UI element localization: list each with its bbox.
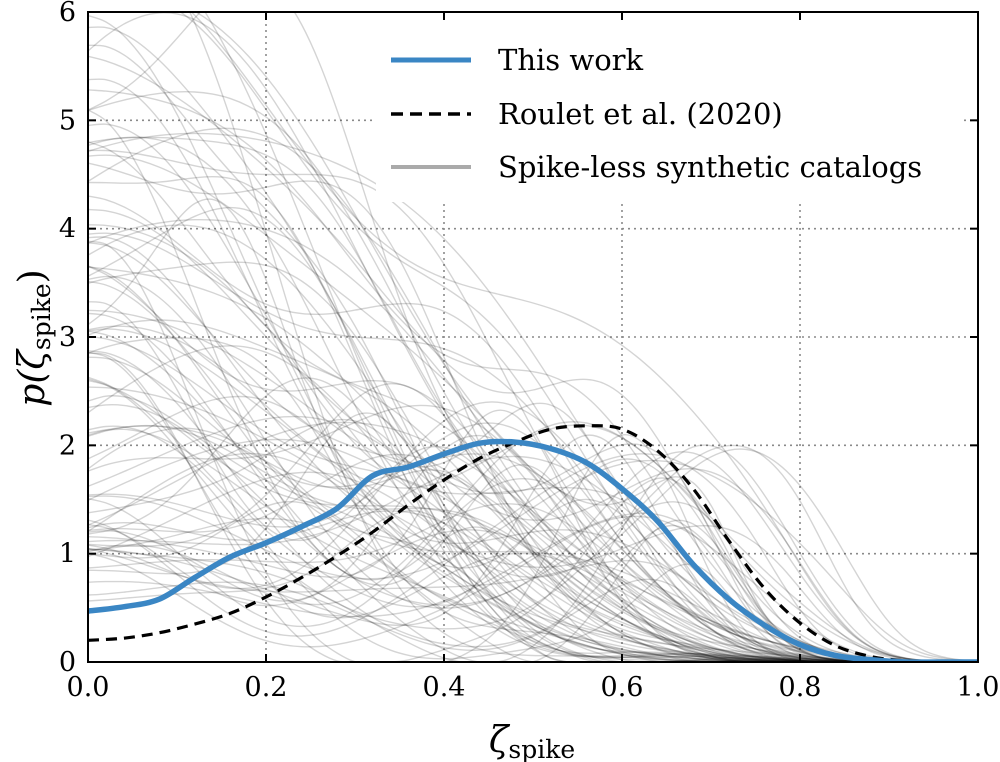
synthetic-catalog-curve xyxy=(88,26,978,662)
x-tick-label: 0.6 xyxy=(601,672,644,703)
synthetic-catalog-curve xyxy=(179,12,978,662)
synthetic-catalog-curve xyxy=(88,428,978,662)
x-tick-label: 0.0 xyxy=(67,672,110,703)
legend-label-synthetic: Spike-less synthetic catalogs xyxy=(498,150,922,184)
synthetic-catalog-curve xyxy=(88,301,978,662)
y-tick-label: 3 xyxy=(59,322,76,353)
synthetic-catalog-curve xyxy=(88,78,978,662)
y-tick-label: 4 xyxy=(59,214,76,245)
series-lines xyxy=(88,424,978,662)
synthetic-catalog-curve xyxy=(88,471,978,662)
synthetic-catalog-curve xyxy=(88,224,978,662)
legend-background xyxy=(376,20,960,202)
synthetic-catalog-curve xyxy=(88,261,978,662)
synthetic-catalog-curve xyxy=(88,376,978,662)
x-tick-label: 1.0 xyxy=(957,672,1000,703)
synthetic-catalog-curve xyxy=(88,510,978,662)
y-tick-label: 5 xyxy=(59,105,76,136)
legend-label-this-work: This work xyxy=(498,43,644,77)
this-work-line xyxy=(88,438,978,662)
synthetic-catalog-curve xyxy=(88,510,978,662)
synthetic-catalog-curve xyxy=(88,149,978,662)
synthetic-catalog-curve xyxy=(88,425,978,662)
synthetic-catalog-curve xyxy=(88,453,978,662)
synthetic-catalog-curve xyxy=(88,350,978,662)
synthetic-catalog-curve xyxy=(88,312,978,662)
synthetic-catalog-curve xyxy=(88,403,978,662)
synthetic-catalog-curve xyxy=(88,265,978,662)
synthetic-catalog-curve xyxy=(88,386,978,662)
x-tick-label: 0.2 xyxy=(245,672,288,703)
synthetic-catalog-curve xyxy=(88,14,978,662)
synthetic-catalog-curve xyxy=(88,459,978,662)
synthetic-catalog-curve xyxy=(194,12,978,662)
y-axis-label: p(ζspike) xyxy=(12,269,56,406)
legend-label-roulet: Roulet et al. (2020) xyxy=(498,97,783,131)
synthetic-catalog-curve xyxy=(88,218,978,662)
legend: This work Roulet et al. (2020) Spike-les… xyxy=(376,20,960,202)
x-tick-label: 0.8 xyxy=(779,672,822,703)
synthetic-catalog-curve xyxy=(88,351,978,662)
synthetic-catalog-curve xyxy=(88,55,978,662)
y-tick-label: 6 xyxy=(59,0,76,28)
synthetic-catalog-curve xyxy=(88,434,978,662)
synthetic-catalog-curve xyxy=(88,325,978,662)
synthetic-catalog-curve xyxy=(88,453,978,662)
synthetic-catalog-curve xyxy=(190,12,978,662)
synthetic-catalog-curve xyxy=(88,427,978,662)
y-tick-label: 2 xyxy=(59,430,76,461)
synthetic-catalog-curve xyxy=(204,12,978,662)
synthetic-catalog-curve xyxy=(88,515,978,662)
synthetic-catalog-curve xyxy=(88,378,978,662)
synthetic-catalog-curve xyxy=(188,12,978,662)
synthetic-catalog-curve xyxy=(88,266,978,662)
axis-ticks: 0.0 0.2 0.4 0.6 0.8 1.0 0 1 2 3 4 5 6 xyxy=(59,0,1000,703)
synthetic-catalog-curve xyxy=(88,319,978,662)
y-tick-label: 1 xyxy=(59,539,76,570)
roulet-2020-line xyxy=(88,424,978,662)
x-tick-label: 0.4 xyxy=(423,672,466,703)
synthetic-catalog-curve xyxy=(88,335,978,662)
y-tick-label: 0 xyxy=(59,647,76,678)
synthetic-catalog-curve xyxy=(88,548,978,662)
synthetic-catalog-curve xyxy=(88,424,978,662)
synthetic-catalog-curve xyxy=(88,477,978,662)
synthetic-catalog-curve xyxy=(88,280,978,662)
x-axis-label: ζspike xyxy=(489,720,575,762)
synthetic-catalog-curve xyxy=(88,337,978,662)
synthetic-catalog-curve xyxy=(88,90,978,662)
synthetic-catalog-curve xyxy=(88,517,978,662)
synthetic-catalog-curve xyxy=(88,500,978,662)
synthetic-catalog-curve xyxy=(88,198,978,662)
synthetic-catalog-curve xyxy=(88,422,978,662)
synthetic-catalog-curve xyxy=(88,208,978,662)
synthetic-catalog-curve xyxy=(88,452,978,662)
synthetic-catalog-curve xyxy=(88,444,978,662)
synthetic-catalog-curve xyxy=(88,123,978,662)
synthetic-catalog-curve xyxy=(88,421,978,662)
synthetic-catalog-curve xyxy=(88,236,978,662)
synthetic-catalog-curve xyxy=(88,224,978,662)
